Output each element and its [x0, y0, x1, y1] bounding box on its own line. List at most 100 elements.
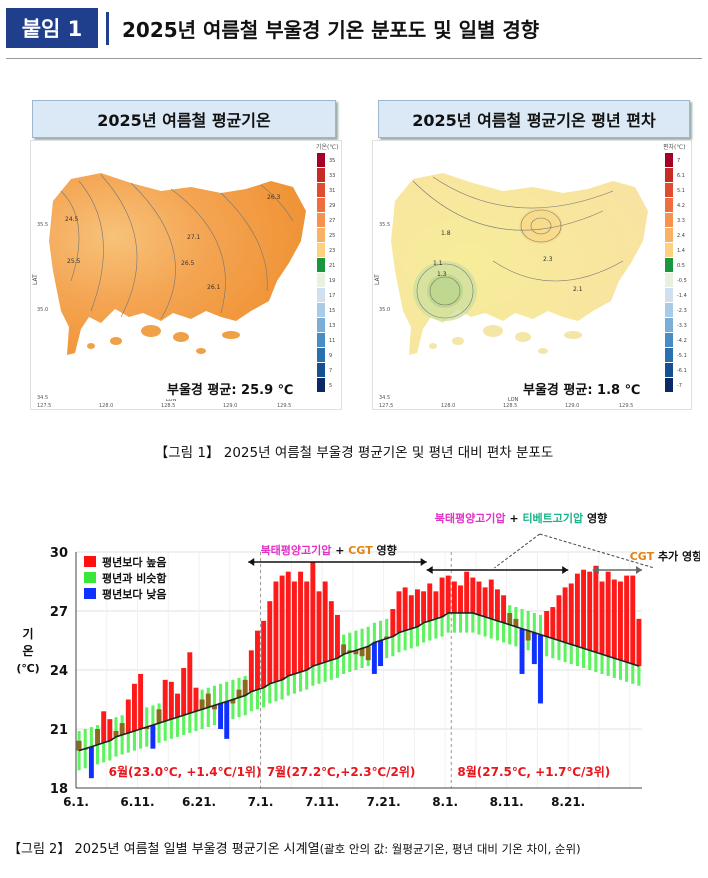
daily-bar — [587, 571, 593, 651]
legend-swatch — [665, 378, 673, 392]
daily-bar — [513, 618, 519, 627]
legend-label: 5 — [329, 383, 332, 389]
map-right-title: 2025년 여름철 평균기온 평년 편차 — [378, 100, 690, 138]
mean-temperature-map: 기온(℃) 35 33 31 29 27 25 23 21 19 17 15 13 11 9 7 5 24.5… — [30, 140, 342, 410]
month-label: 8월(27.5℃, +1.7℃/3위) — [457, 764, 610, 779]
y-axis-label-3: (℃) — [16, 662, 39, 675]
daily-bar — [76, 740, 82, 751]
contour-label: 26.5 — [181, 260, 195, 267]
legend-title: 기온(℃) — [316, 143, 338, 151]
legend-swatch — [317, 348, 325, 362]
daily-bar — [568, 583, 574, 645]
legend-label: 29 — [329, 203, 335, 209]
daily-bar — [525, 630, 531, 641]
daily-bar — [445, 575, 451, 613]
legend-swatch — [317, 153, 325, 167]
legend-label: 27 — [329, 218, 335, 224]
annotation-pointer — [494, 533, 541, 569]
daily-bar — [624, 575, 630, 663]
daily-bar — [107, 719, 113, 741]
daily-bar — [341, 644, 347, 655]
annotation-3: CGT 추가 영향 — [630, 549, 700, 563]
x-tick: 128.0 — [441, 403, 455, 409]
daily-bar — [291, 581, 297, 674]
daily-bar — [101, 711, 107, 743]
daily-bar — [310, 561, 316, 667]
legend-label: 23 — [329, 248, 335, 254]
normal-line-path — [78, 612, 640, 752]
daily-bar — [131, 683, 137, 731]
y-tick-label: 21 — [50, 723, 68, 738]
x-tick-label: 8.11. — [490, 795, 524, 809]
x-tick-label: 6.21. — [182, 795, 216, 809]
daily-bar — [519, 628, 525, 674]
contour-label: 26.1 — [207, 284, 221, 291]
daily-bar — [175, 693, 180, 718]
daily-bar — [482, 587, 488, 617]
daily-bar — [279, 575, 285, 680]
legend-swatch — [317, 363, 325, 377]
legend-label: 평년과 비슷함 — [102, 571, 167, 585]
daily-bar — [88, 746, 94, 779]
legend-label: 4.2 — [677, 203, 685, 209]
daily-bar — [248, 650, 254, 692]
contour-label: 1.1 — [433, 260, 443, 267]
figure2-caption-sub: (괄호 안의 값: 월평균기온, 평년 대비 기온 차이, 순위) — [319, 842, 581, 856]
x-tick-label: 6.11. — [120, 795, 154, 809]
x-tick: 129.0 — [565, 403, 579, 409]
y-tick: 35.5 — [37, 222, 48, 228]
daily-temperature-chart-svg: 18 21 24 27 30 6.1. 6.11. 6.21. 7.1. 7.11. 7.21. 8.… — [16, 511, 702, 809]
daily-bar — [501, 595, 507, 623]
daily-bar — [218, 703, 224, 729]
contour-lines — [412, 176, 624, 319]
annotation-1: 북태평양고기압 + CGT 영향 — [261, 543, 397, 557]
daily-bar — [119, 723, 125, 735]
legend-label: 33 — [329, 173, 335, 179]
daily-bar — [230, 699, 236, 704]
daily-bar — [574, 573, 580, 647]
contour-label: 25.5 — [67, 258, 81, 265]
legend-swatch — [317, 303, 325, 317]
daily-bar — [125, 699, 131, 733]
map-left-legend: 35 33 31 29 27 25 23 21 19 17 15 13 11 9 7 5 — [317, 153, 335, 392]
daily-bar — [242, 679, 248, 696]
daily-bar — [618, 581, 623, 661]
warm-region — [519, 208, 563, 244]
appendix-badge: 붙임 1 — [6, 8, 98, 48]
contour-label: 24.5 — [65, 216, 79, 223]
contour-label: 2.1 — [573, 286, 583, 293]
daily-bar — [335, 614, 340, 659]
legend-swatch — [84, 572, 96, 583]
y-tick: 34.5 — [37, 395, 48, 401]
y-tick: 35.0 — [379, 307, 390, 313]
legend-label: 17 — [329, 293, 335, 299]
y-tick: 35.5 — [379, 222, 390, 228]
month-label: 6월(23.0℃, +1.4℃/1위) — [109, 764, 262, 779]
daily-bar — [476, 581, 482, 615]
legend-label: -5.1 — [677, 353, 687, 359]
y-tick: 34.5 — [379, 395, 390, 401]
map-left-note: 부울경 평균: 25.9 ℃ — [167, 382, 293, 398]
daily-bar — [187, 652, 193, 714]
arrow-head — [248, 558, 255, 566]
daily-bar — [636, 618, 642, 667]
daily-bar — [396, 591, 402, 633]
arrow-head — [592, 566, 599, 574]
contour-label: 26.3 — [267, 194, 281, 201]
daily-bar — [371, 642, 377, 674]
legend-swatch — [665, 273, 673, 287]
arrow-head — [636, 566, 642, 574]
map-left-title: 2025년 여름철 평균기온 — [32, 100, 336, 138]
legend-swatch — [665, 333, 673, 347]
annotations: 북태평양고기압 + CGT 영향 CGT 추가 영향 북태평양고기압 + 티베트고기… — [248, 511, 702, 574]
y-tick: 35.0 — [37, 307, 48, 313]
legend-label: -0.5 — [677, 278, 687, 284]
legend-label: 25 — [329, 233, 335, 239]
legend-swatch — [665, 183, 673, 197]
legend-label: 7 — [329, 368, 332, 374]
legend-swatch — [317, 378, 325, 392]
daily-bar — [605, 571, 611, 657]
daily-bar — [353, 650, 359, 655]
daily-bar — [378, 640, 383, 667]
daily-bar — [464, 571, 470, 613]
